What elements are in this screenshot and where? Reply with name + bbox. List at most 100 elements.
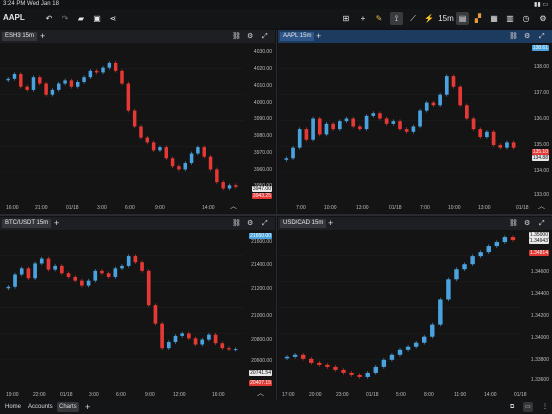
undo-icon[interactable]: ↶ <box>45 14 53 23</box>
scroll-up-icon[interactable]: ︿ <box>538 203 545 210</box>
panel-settings-icon[interactable]: ⚙ <box>524 220 531 227</box>
candle <box>86 280 91 286</box>
candle <box>471 118 476 130</box>
candle <box>317 118 322 135</box>
panel-tab[interactable]: AAPL 15m <box>280 32 315 41</box>
price-label: 20600.00 <box>251 358 272 364</box>
candle <box>421 336 427 343</box>
panel-settings-icon[interactable]: ⚙ <box>524 33 531 40</box>
add-chart-icon[interactable]: + <box>40 31 46 41</box>
candle <box>44 83 48 95</box>
magic-wand-icon[interactable]: ⚡ <box>424 14 434 23</box>
tab-accounts[interactable]: Accounts <box>28 404 53 410</box>
candle <box>233 349 238 351</box>
horizontal-divider[interactable] <box>0 214 552 216</box>
chart-panel-usdcad[interactable]: USD/CAD 15m + ⛓ ⚙ ⤢ 1.34600 1.34400 1.34… <box>278 217 552 400</box>
candles-esh3[interactable] <box>0 43 244 205</box>
scroll-up-icon[interactable]: ︿ <box>257 390 264 397</box>
scroll-up-icon[interactable]: ︿ <box>230 203 237 210</box>
pencil-icon[interactable]: ✎ <box>375 14 383 23</box>
chart-panel-aapl[interactable]: AAPL 15m + ⛓ ⚙ ⤢ 138.00 137.00 136.00 13… <box>278 30 552 213</box>
candle <box>19 74 23 87</box>
price-label: 4020.00 <box>253 66 272 72</box>
panel-settings-icon[interactable]: ⚙ <box>247 33 254 40</box>
add-chart-icon[interactable]: + <box>316 31 322 41</box>
symbol-selector[interactable]: AAPL <box>3 13 25 22</box>
chart-type-icon[interactable]: ▞ <box>474 14 482 23</box>
chart-panel-esh3[interactable]: ESH3 15m + ⛓ ⚙ ⤢ 4030.00 4020.00 4010.00… <box>0 30 275 213</box>
link-icon[interactable]: ⛓ <box>509 220 518 227</box>
candle <box>82 77 86 82</box>
candle <box>462 264 467 270</box>
high-price-tag: 21650.00 <box>249 233 272 239</box>
candle <box>158 147 162 151</box>
indicators-icon[interactable]: ⊞ <box>342 14 350 23</box>
panel-header: AAPL 15m + ⛓ ⚙ ⤢ <box>278 30 552 43</box>
measure-icon[interactable]: ⟟ <box>390 12 403 25</box>
keyboard-icon[interactable]: ▭ <box>523 402 533 412</box>
link-icon[interactable]: ⛓ <box>232 220 241 227</box>
tab-charts[interactable]: Charts <box>57 402 79 412</box>
price-label: 1.33800 <box>530 357 549 363</box>
candle <box>438 299 443 325</box>
folder-icon[interactable]: ▰ <box>77 14 85 23</box>
expand-icon[interactable]: ⤢ <box>539 220 545 227</box>
expand-icon[interactable]: ⤢ <box>539 33 545 40</box>
time-label: 01/18 <box>60 392 73 398</box>
candle <box>113 268 118 277</box>
expand-icon[interactable]: ⤢ <box>262 220 268 227</box>
panel-settings-icon[interactable]: ⚙ <box>247 220 254 227</box>
clock-icon[interactable]: ◷ <box>522 14 530 23</box>
candle <box>145 137 150 143</box>
chart-panel-btc[interactable]: BTC/USDT 15m + ⛓ ⚙ ⤢ 21600.00 21400.00 2… <box>0 217 275 400</box>
interval-selector[interactable]: 15m <box>438 14 454 23</box>
time-label: 11:00 <box>454 392 467 398</box>
candle <box>106 273 111 277</box>
candle <box>140 262 144 271</box>
add-chart-icon[interactable]: + <box>328 218 334 228</box>
candle <box>391 121 396 124</box>
expand-icon[interactable]: ⤢ <box>262 33 268 40</box>
price-label: 1.34000 <box>530 335 549 341</box>
last-price-tag: 1.34943 <box>528 238 549 244</box>
tab-home[interactable]: Home <box>5 404 22 410</box>
layout-icon[interactable]: ▤ <box>456 12 469 25</box>
link-icon[interactable]: ⛓ <box>509 33 518 40</box>
price-label: 20800.00 <box>251 337 272 343</box>
time-label: 7:00 <box>296 205 306 211</box>
crosshair-icon[interactable]: + <box>360 14 366 23</box>
candle <box>31 77 36 90</box>
candle <box>364 115 369 130</box>
add-tab-icon[interactable]: + <box>85 402 91 412</box>
panel-tab[interactable]: USD/CAD 15m <box>280 219 327 228</box>
panel-tab[interactable]: ESH3 15m <box>2 32 38 41</box>
time-label: 6:00 <box>116 392 126 398</box>
link-icon[interactable]: ⛓ <box>232 33 241 40</box>
panel-tab[interactable]: BTC/USDT 15m <box>2 219 52 228</box>
share-icon[interactable]: ⋖ <box>109 14 117 23</box>
candles-btc[interactable] <box>0 230 244 392</box>
candles-usdcad[interactable] <box>278 230 522 392</box>
candle <box>291 147 295 159</box>
price-label: 21600.00 <box>251 239 272 245</box>
high-price-tag: 138.61 <box>531 45 549 51</box>
candle <box>107 62 112 68</box>
candles-aapl[interactable] <box>278 43 522 205</box>
time-label: 14:00 <box>202 205 215 211</box>
trend-line-icon[interactable]: ⟋ <box>410 14 416 23</box>
more-icon[interactable]: ⋮ <box>542 404 548 410</box>
grid-layout-icon[interactable]: ▦ <box>490 14 498 23</box>
redo-icon[interactable]: ↷ <box>61 14 69 23</box>
time-label: 9:00 <box>145 392 155 398</box>
candle <box>220 343 225 349</box>
add-chart-icon[interactable]: + <box>54 218 60 228</box>
settings-icon[interactable]: ⚙ <box>539 14 547 23</box>
last-price-tag: 134.88 <box>531 155 549 161</box>
screenshot-icon[interactable]: ▣ <box>93 14 101 23</box>
book-icon[interactable]: ▥ <box>506 14 514 23</box>
time-label: 01/18 <box>366 392 379 398</box>
sync-icon[interactable]: ⧉ <box>510 404 515 410</box>
price-label: 4030.00 <box>253 49 272 55</box>
candle <box>53 265 57 270</box>
candle <box>189 153 194 164</box>
